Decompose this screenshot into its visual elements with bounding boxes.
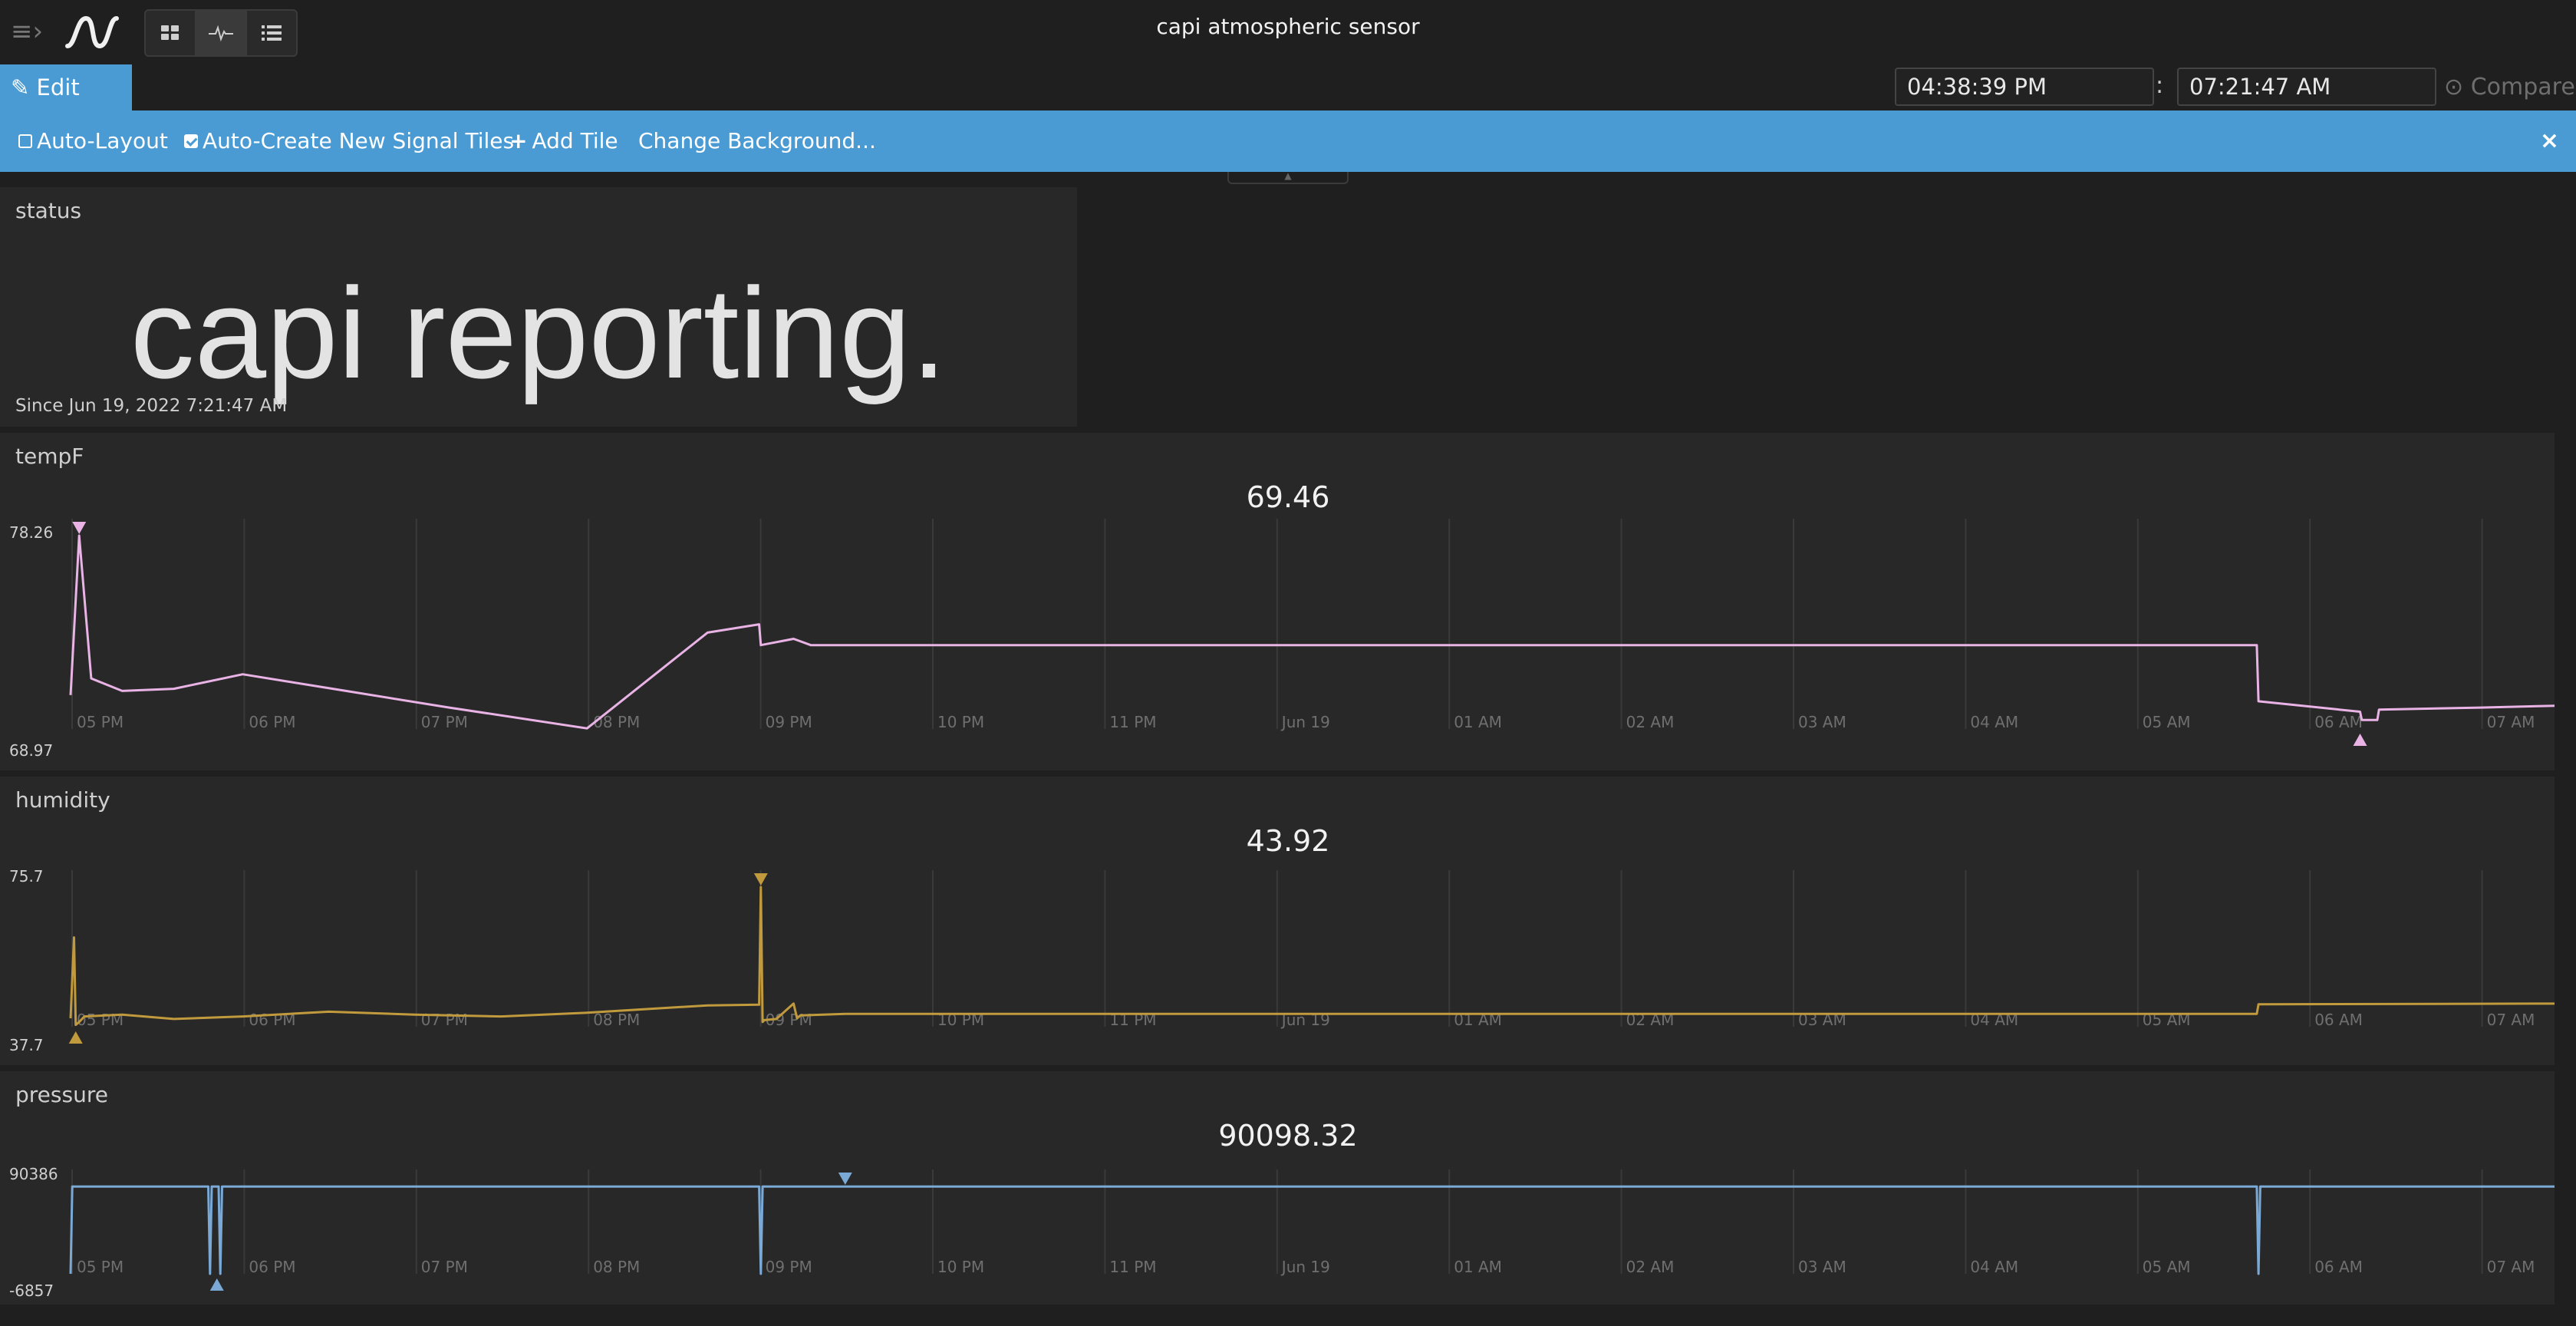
pressure-max-marker	[838, 1173, 852, 1185]
tempF-x-tick-label: 01 AM	[1454, 713, 1502, 731]
pressure-x-tick-label: 06 AM	[2314, 1258, 2363, 1276]
app-title: capi atmospheric sensor	[1156, 14, 1420, 39]
humidity-x-tick-label: 07 AM	[2487, 1011, 2535, 1029]
tempF-x-tick-label: 05 AM	[2143, 713, 2191, 731]
humidity-current-value: 43.92	[1246, 824, 1330, 858]
collapse-handle[interactable]: ▲	[1227, 171, 1349, 184]
close-icon[interactable]: ×	[2539, 127, 2559, 154]
pressure-chart[interactable]: 05 PM 06 PM 07 PM 08 PM 09 PM 10 PM 11 PM Jun 1…	[0, 1071, 2555, 1305]
menu-icon[interactable]: ≡›	[11, 16, 44, 47]
humidity-x-tick-label: 06 AM	[2314, 1011, 2363, 1029]
add-tile-button[interactable]: + Add Tile	[509, 110, 618, 172]
grid-view-icon[interactable]	[146, 11, 196, 55]
pressure-tile-title: pressure	[15, 1082, 108, 1107]
pressure-x-tick-label: 03 AM	[1798, 1258, 1846, 1276]
tempF-series-line	[69, 534, 2555, 730]
humidity-x-tick-label: 08 PM	[593, 1011, 640, 1029]
pressure-x-tick-label: 01 AM	[1454, 1258, 1502, 1276]
signal-view-icon[interactable]	[196, 11, 247, 55]
tempF-x-tick-label: 03 AM	[1798, 713, 1846, 731]
auto-layout-label: Auto-Layout	[37, 128, 168, 153]
status-text: capi reporting.	[130, 261, 947, 405]
status-tile-title: status	[15, 198, 82, 223]
compare-label: Compare	[2470, 74, 2575, 101]
pressure-ymin-label: -6857	[9, 1281, 54, 1300]
tempF-x-tick-label: 06 PM	[249, 713, 295, 731]
pressure-x-tick-label: 10 PM	[937, 1258, 984, 1276]
pressure-x-tick-label: 09 PM	[766, 1258, 812, 1276]
tempF-x-tick-label: 07 PM	[421, 713, 468, 731]
tempF-current-value: 69.46	[1246, 480, 1330, 514]
pressure-tile: pressure 90098.32 90386 -6857 05 PM 06 PM…	[0, 1071, 2555, 1305]
pressure-x-tick-label: 04 AM	[1970, 1258, 2018, 1276]
humidity-ymax-label: 75.7	[9, 867, 44, 886]
tempF-min-marker	[2353, 734, 2367, 746]
pressure-min-marker	[209, 1278, 224, 1291]
tempF-x-tick-label: 08 PM	[593, 713, 640, 731]
add-tile-label: Add Tile	[532, 128, 618, 153]
list-view-icon[interactable]	[247, 11, 296, 55]
tempF-tile: tempF 69.46 78.26 68.97 05 PM 06 PM 07 PM 0…	[0, 433, 2555, 770]
humidity-series-line	[69, 886, 2555, 1027]
tempF-x-tick-label: Jun 19	[1280, 713, 1330, 731]
tempF-tile-title: tempF	[15, 444, 84, 469]
range-start-input[interactable]	[1895, 68, 2154, 106]
humidity-ymin-label: 37.7	[9, 1036, 44, 1054]
tempF-x-tick-label: 06 AM	[2314, 713, 2363, 731]
range-separator: :	[2156, 72, 2164, 99]
waveform-logo-icon[interactable]	[64, 11, 120, 54]
tempF-x-tick-label: 11 PM	[1109, 713, 1156, 731]
pressure-x-tick-label: 07 AM	[2487, 1258, 2535, 1276]
tempF-ymax-label: 78.26	[9, 523, 54, 542]
humidity-tile-title: humidity	[15, 787, 110, 813]
tempF-x-tick-label: 07 AM	[2487, 713, 2535, 731]
pressure-current-value: 90098.32	[1218, 1119, 1358, 1153]
auto-layout-checkbox[interactable]	[18, 134, 32, 148]
pressure-x-tick-label: 05 AM	[2143, 1258, 2191, 1276]
pressure-series-line	[69, 1185, 2555, 1275]
humidity-x-tick-label: 05 PM	[77, 1011, 124, 1029]
pressure-x-tick-label: 11 PM	[1109, 1258, 1156, 1276]
auto-create-label: Auto-Create New Signal Tiles	[203, 128, 515, 153]
top-bar: ≡› capi atmospheric sensor	[0, 0, 2576, 63]
edit-bar: Auto-Layout Auto-Create New Signal Tiles…	[0, 110, 2576, 172]
pressure-x-tick-label: 06 PM	[249, 1258, 295, 1276]
view-switcher	[144, 9, 298, 57]
change-background-label: Change Background...	[638, 128, 876, 153]
pencil-icon: ✎	[11, 74, 30, 101]
change-background-button[interactable]: Change Background...	[638, 110, 876, 172]
auto-create-checkbox[interactable]	[184, 134, 198, 148]
edit-tiles-tab[interactable]: ✎ Edit Tiles	[0, 64, 132, 147]
range-end-input[interactable]	[2177, 68, 2436, 106]
pressure-x-tick-label: 05 PM	[77, 1258, 124, 1276]
plus-icon: +	[509, 128, 528, 153]
status-tile: status capi reporting. Since Jun 19, 202…	[0, 187, 1077, 427]
status-since: Since Jun 19, 2022 7:21:47 AM	[15, 396, 288, 416]
pressure-x-tick-label: 08 PM	[593, 1258, 640, 1276]
auto-layout-toggle[interactable]: Auto-Layout	[18, 110, 168, 172]
humidity-max-marker	[753, 873, 768, 886]
compare-button[interactable]: ⊙ Compare	[2444, 74, 2575, 101]
tempF-x-tick-label: 02 AM	[1626, 713, 1675, 731]
tempF-x-tick-label: 10 PM	[937, 713, 984, 731]
clock-icon: ⊙	[2444, 74, 2464, 101]
tempF-max-marker	[72, 522, 87, 534]
humidity-x-tick-label: 07 PM	[421, 1011, 468, 1029]
tempF-ymin-label: 68.97	[9, 741, 54, 760]
tempF-x-tick-label: 09 PM	[766, 713, 812, 731]
humidity-chart[interactable]: 05 PM 06 PM 07 PM 08 PM 09 PM 10 PM 11 PM Jun 1…	[0, 777, 2555, 1065]
pressure-x-tick-label: 02 AM	[1626, 1258, 1675, 1276]
pressure-ymax-label: 90386	[9, 1165, 58, 1183]
tempF-x-tick-label: 04 AM	[1970, 713, 2018, 731]
tempF-x-tick-label: 05 PM	[77, 713, 124, 731]
pressure-x-tick-label: Jun 19	[1280, 1258, 1330, 1276]
auto-create-toggle[interactable]: Auto-Create New Signal Tiles	[184, 110, 514, 172]
humidity-min-marker	[68, 1031, 83, 1044]
pressure-x-tick-label: 07 PM	[421, 1258, 468, 1276]
tempF-chart[interactable]: 05 PM 06 PM 07 PM 08 PM 09 PM 10 PM 11 PM Jun 1…	[0, 433, 2555, 770]
humidity-tile: humidity 43.92 75.7 37.7 05 PM 06 PM 07 PM…	[0, 777, 2555, 1065]
